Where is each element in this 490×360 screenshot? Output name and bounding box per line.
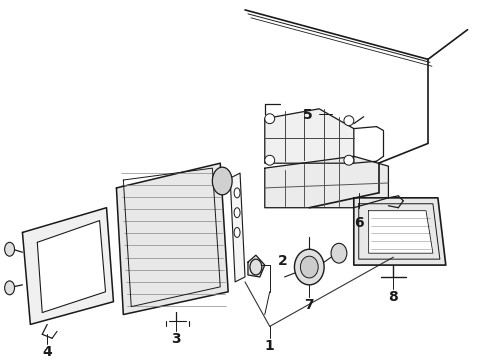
Ellipse shape [265,114,275,123]
Ellipse shape [212,167,232,195]
Polygon shape [37,221,105,312]
Ellipse shape [331,243,347,263]
Polygon shape [265,156,389,208]
Ellipse shape [250,259,262,275]
Ellipse shape [265,155,275,165]
Ellipse shape [300,256,318,278]
Text: 7: 7 [304,298,314,312]
Ellipse shape [234,188,240,198]
Ellipse shape [344,116,354,126]
Ellipse shape [344,155,354,165]
Polygon shape [230,173,245,282]
Text: 6: 6 [354,216,364,230]
Ellipse shape [234,228,240,237]
Ellipse shape [294,249,324,285]
Polygon shape [354,198,446,265]
Polygon shape [117,163,228,315]
Text: 1: 1 [265,339,274,353]
Ellipse shape [4,281,15,295]
Text: 4: 4 [42,345,52,359]
Polygon shape [265,109,354,163]
Text: 8: 8 [389,290,398,304]
Polygon shape [23,208,114,324]
Ellipse shape [234,208,240,217]
Text: 2: 2 [278,254,288,268]
Text: 5: 5 [302,108,312,122]
Polygon shape [368,211,433,253]
Text: 3: 3 [171,332,181,346]
Ellipse shape [4,242,15,256]
Polygon shape [248,255,265,277]
